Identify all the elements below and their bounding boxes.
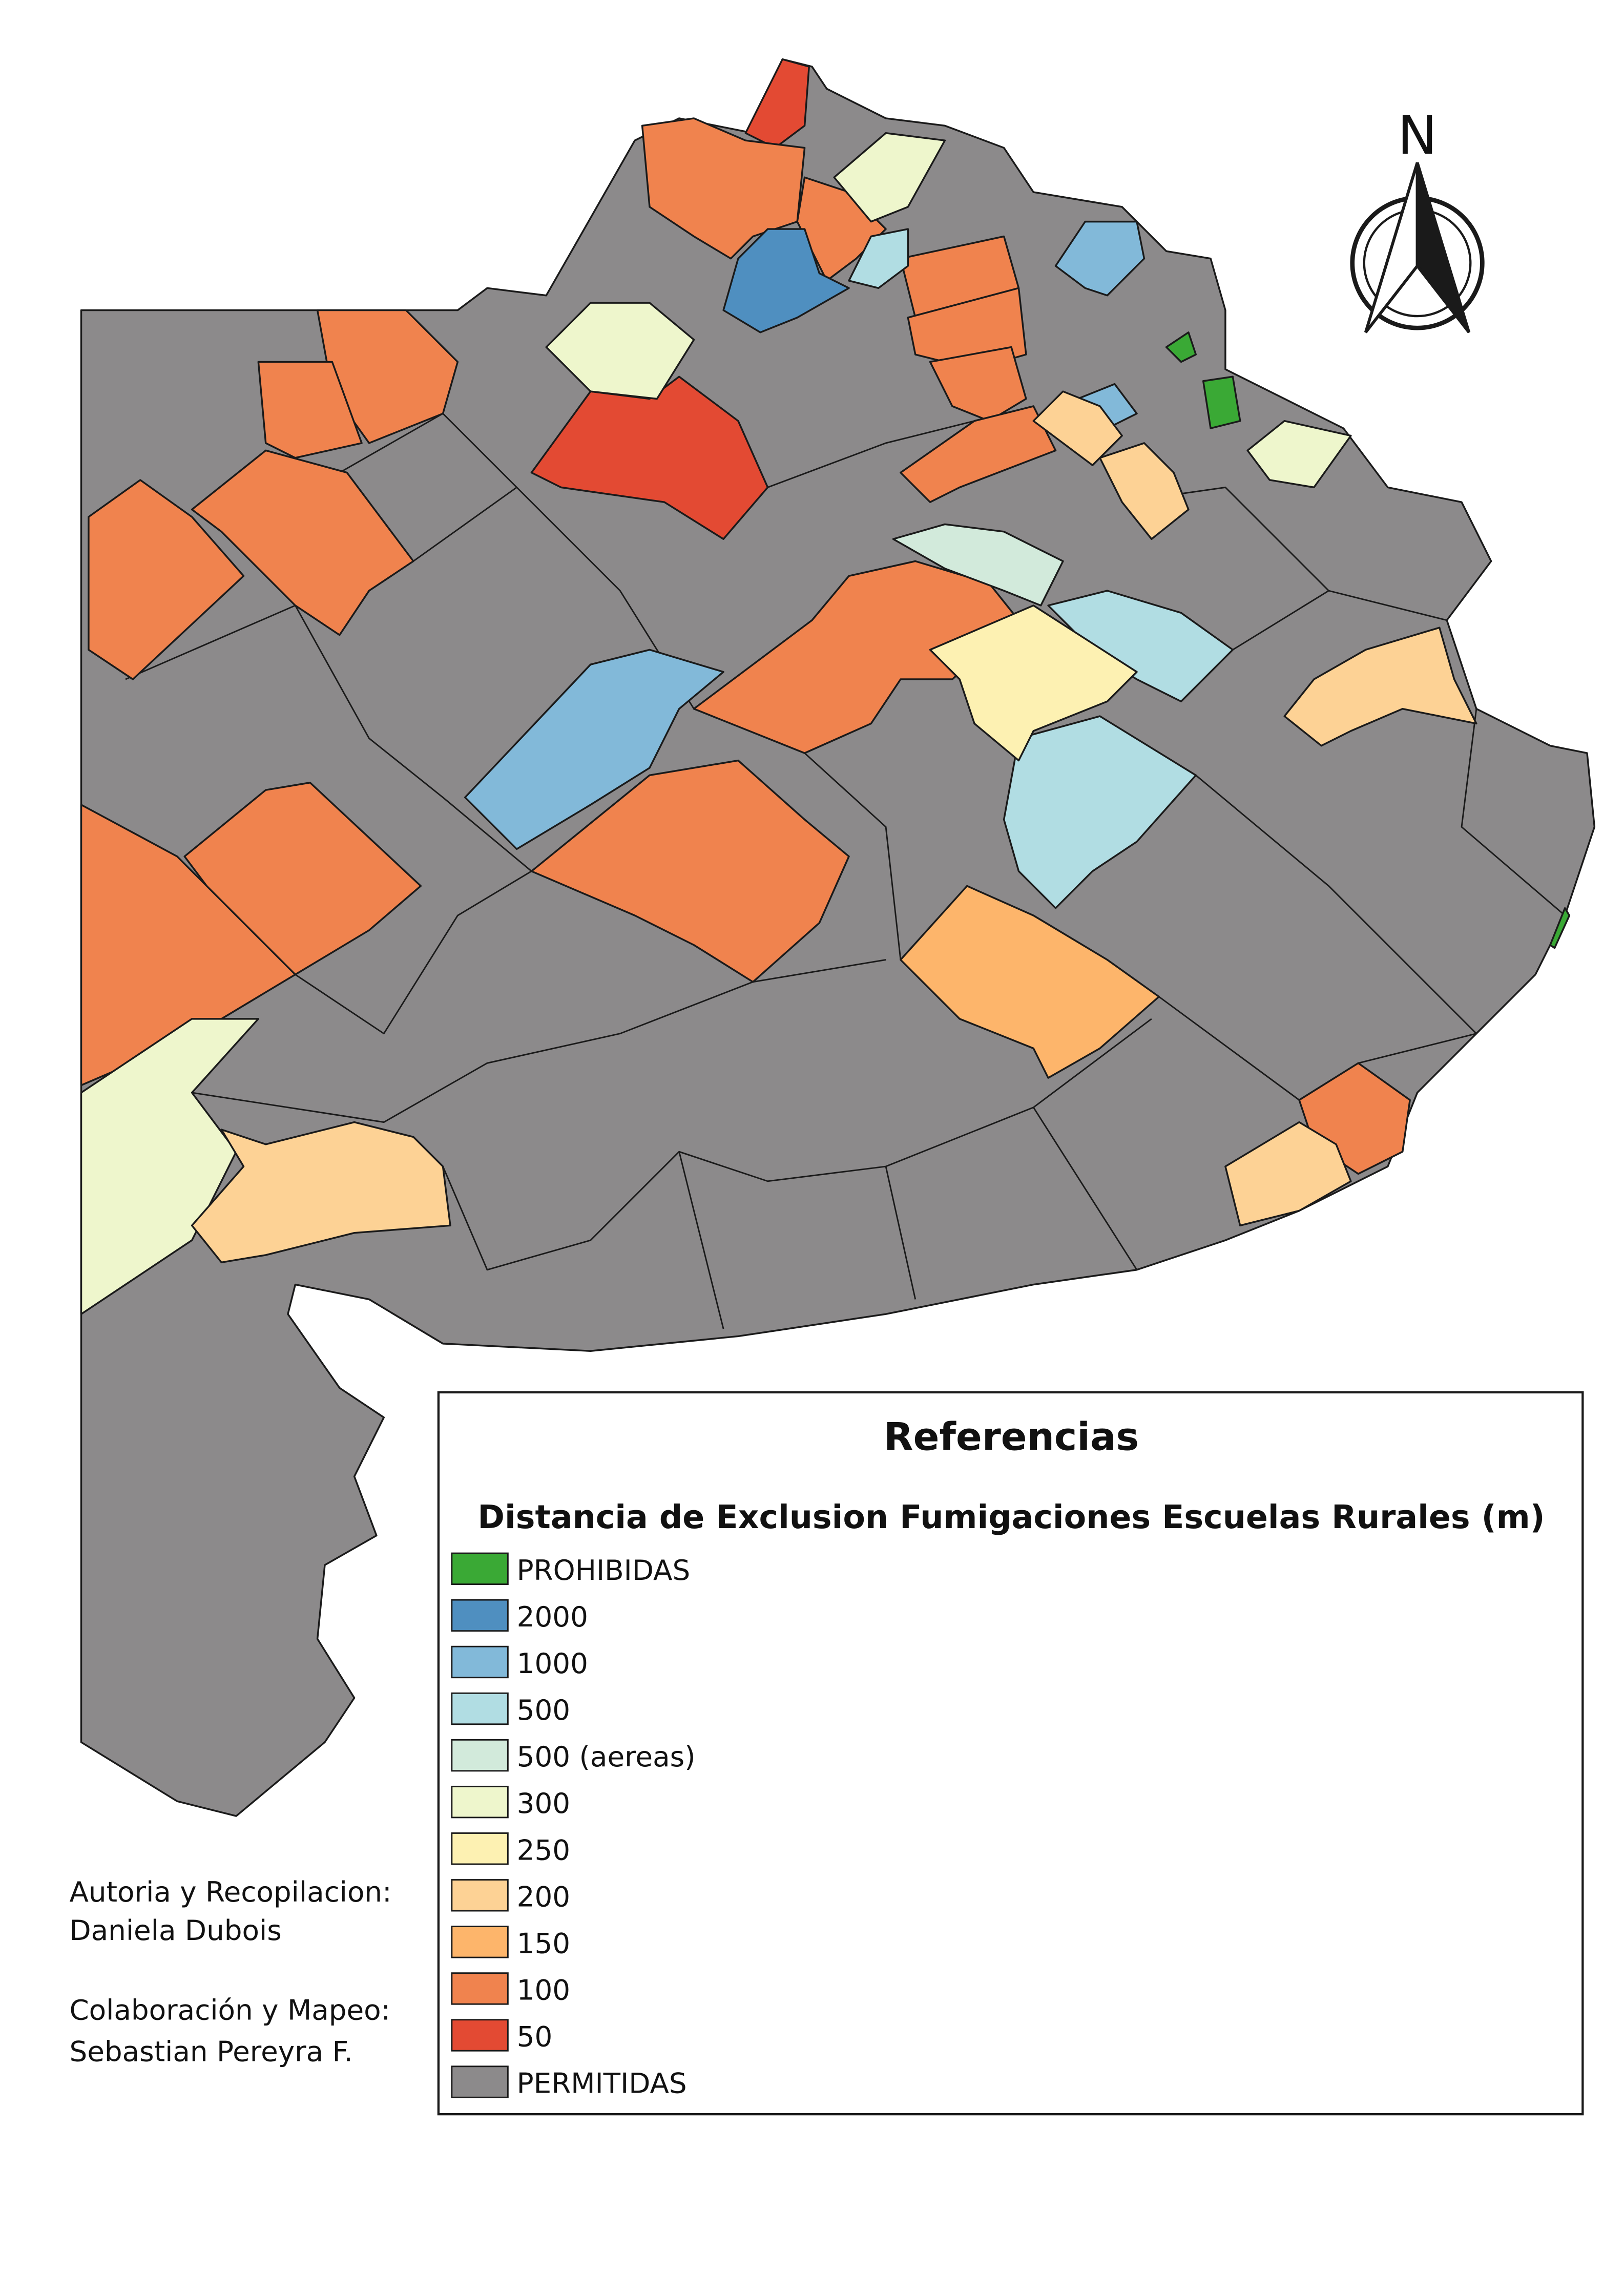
legend-swatch [451,1552,509,1585]
legend-label: 250 [517,1833,571,1866]
district [1003,715,1197,909]
legend-box [437,1391,1584,2116]
district [900,405,1057,503]
district [1224,1121,1352,1227]
north-label: N [1398,105,1438,166]
district [1165,331,1197,363]
legend-label: 500 [517,1694,571,1726]
district [900,885,1160,1079]
district [1054,220,1146,297]
legend-label: PROHIBIDAS [517,1554,691,1587]
legend-label: 100 [517,1974,571,2007]
district [80,1018,260,1315]
district-border [1195,775,1477,1034]
district [848,228,909,289]
district [929,346,1027,422]
district [833,132,946,223]
legend-label: 1000 [517,1647,588,1680]
district [88,479,245,680]
legend-swatch [451,1879,509,1912]
district [1549,907,1571,949]
legend-label: 200 [517,1880,571,1913]
legend-label: PERMITIDAS [517,2067,687,2100]
district [1099,442,1190,540]
legend-swatch [451,1739,509,1772]
district-border [804,753,902,960]
province [80,58,1596,1817]
legend-swatch [451,1832,509,1865]
district [1283,627,1477,747]
district-border [678,1151,724,1329]
legend-swatch [451,1599,509,1632]
legend-subtitle: Distancia de Exclusion Fumigaciones Escu… [477,1498,1545,1536]
district [191,449,414,636]
legend-label: 500 (aereas) [517,1740,696,1773]
district-border [1232,590,1447,651]
compass-arrow [1415,162,1471,333]
legend-swatch [451,1785,509,1819]
legend-label: 150 [517,1927,571,1959]
district-border [125,604,532,872]
district [257,361,363,459]
legend-label: 300 [517,1787,571,1820]
district [1246,420,1352,489]
legend-swatch [451,2065,509,2098]
district-border [442,1018,1152,1271]
district [929,604,1138,762]
district-border [192,959,886,1123]
legend-title: Referencias [884,1414,1139,1459]
districts [80,58,1596,1817]
district-border [1033,1107,1138,1270]
legend-swatch [451,2019,509,2052]
legend-swatch [451,1926,509,1958]
credits: Autoria y Recopilacion: Daniela Dubois C… [69,1875,391,2068]
credit-line: Autoria y Recopilacion: [69,1875,391,1908]
district [892,523,1064,607]
legend-label: 2000 [517,1600,588,1633]
credit-line: Daniela Dubois [69,1914,281,1947]
north-arrow: N [1350,105,1485,333]
credit-line: Colaboración y Mapeo: [69,1994,390,2027]
credit-line: Sebastian Pereyra F. [69,2035,352,2068]
district [530,759,850,983]
district [464,649,724,850]
legend-label: 50 [517,2020,553,2053]
district [722,228,850,333]
district-border [1461,708,1566,916]
district [1032,390,1123,466]
district [545,302,695,400]
district-border [885,1166,917,1300]
legend-swatch [451,1645,509,1679]
legend-swatch [451,1972,509,2005]
legend: Referencias Distancia de Exclusion Fumig… [437,1391,1584,2116]
district-border [413,486,695,709]
district [1202,375,1241,429]
district [191,1121,451,1264]
legend-swatch [451,1692,509,1725]
district-border [295,870,532,1035]
compass-arrow [1364,162,1419,333]
